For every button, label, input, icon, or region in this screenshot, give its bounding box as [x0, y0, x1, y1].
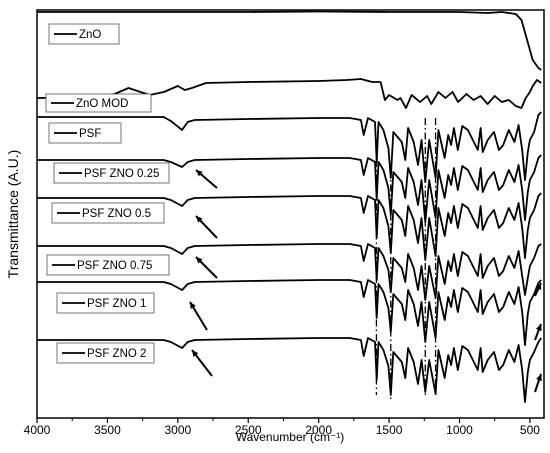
x-tick-label-1000: 1000	[446, 423, 473, 437]
legend-box	[53, 162, 170, 184]
small-arrow-2-head	[536, 374, 542, 381]
arrow-1-head	[190, 302, 196, 309]
series-line-psf-zno-0-75	[37, 243, 542, 301]
legend-entry-psf-zno-0-75: PSF ZNO 0.75	[46, 254, 170, 276]
legend-box	[46, 254, 170, 276]
legend-entry-psf-zno-0-25: PSF ZNO 0.25	[53, 162, 170, 184]
legend-entry-psf-zno-0-5: PSF ZNO 0.5	[51, 202, 165, 224]
x-tick-label-2000: 2000	[305, 423, 332, 437]
legend-box	[51, 202, 165, 224]
arrow-2-head	[192, 350, 199, 357]
plot-frame	[36, 9, 545, 419]
series-line-psf	[37, 111, 542, 183]
legend-label: PSF ZNO 0.25	[84, 168, 159, 180]
series-line-zno-mod	[36, 78, 542, 109]
x-tick-label-3500: 3500	[94, 423, 121, 437]
legend-entry-zno-mod: ZnO MOD	[45, 93, 152, 113]
x-tick-label-2500: 2500	[235, 423, 262, 437]
series-line-psf-zno-1	[37, 279, 542, 346]
legend-box	[48, 23, 120, 45]
legend-box	[48, 122, 122, 144]
series-layer	[36, 10, 542, 403]
x-axis: 4000 3500 3000 2500 2000 1500 1000 500	[24, 418, 540, 437]
legend-entry-psf-zno-1: PSF ZNO 1	[56, 292, 155, 314]
plot-area: ZnO ZnO MOD PSF PSF ZNO 0.25 PSF ZNO 0.5 PSF …	[36, 9, 545, 419]
x-tick-label-500: 500	[520, 423, 540, 437]
series-line-psf-zno-0-25	[37, 154, 542, 223]
x-tick-label-3000: 3000	[164, 423, 191, 437]
legend-label: PSF	[79, 128, 101, 140]
arrow-0-25-head	[196, 170, 203, 177]
small-arrow-0-75-head	[535, 283, 542, 290]
x-tick-label-4000: 4000	[24, 423, 51, 437]
legend-label: ZnO MOD	[76, 98, 128, 110]
small-arrow-1-head	[535, 324, 542, 331]
legend-box	[56, 342, 155, 364]
series-line-psf-zno-2	[37, 337, 542, 403]
legend-label: PSF ZNO 0.75	[77, 260, 152, 272]
legend-label: PSF ZNO 0.5	[82, 208, 151, 220]
y-axis-label: Transmittance (A.U.)	[5, 150, 21, 279]
legend-box	[56, 292, 155, 314]
series-line-psf-zno-0-5	[37, 192, 542, 261]
legend-entry-psf: PSF	[48, 122, 122, 144]
legend-label: PSF ZNO 1	[87, 298, 146, 310]
legend-label: ZnO	[79, 29, 101, 41]
arrow-0-5-head	[196, 216, 203, 223]
legend-label: PSF ZNO 2	[87, 348, 146, 360]
legend-box	[45, 93, 152, 113]
series-line-zno	[37, 10, 542, 71]
legend-entry-psf-zno-2: PSF ZNO 2	[56, 342, 155, 364]
annotation-arrows	[189, 169, 542, 393]
legend-entry-zno: ZnO	[48, 23, 120, 45]
x-axis-label: Wavenumber (cm⁻¹)	[236, 430, 345, 444]
legend-labels: ZnO ZnO MOD PSF PSF ZNO 0.25 PSF ZNO 0.5 PSF …	[45, 23, 170, 364]
x-tick-label-1500: 1500	[376, 423, 403, 437]
arrow-0-75-head	[196, 257, 203, 264]
